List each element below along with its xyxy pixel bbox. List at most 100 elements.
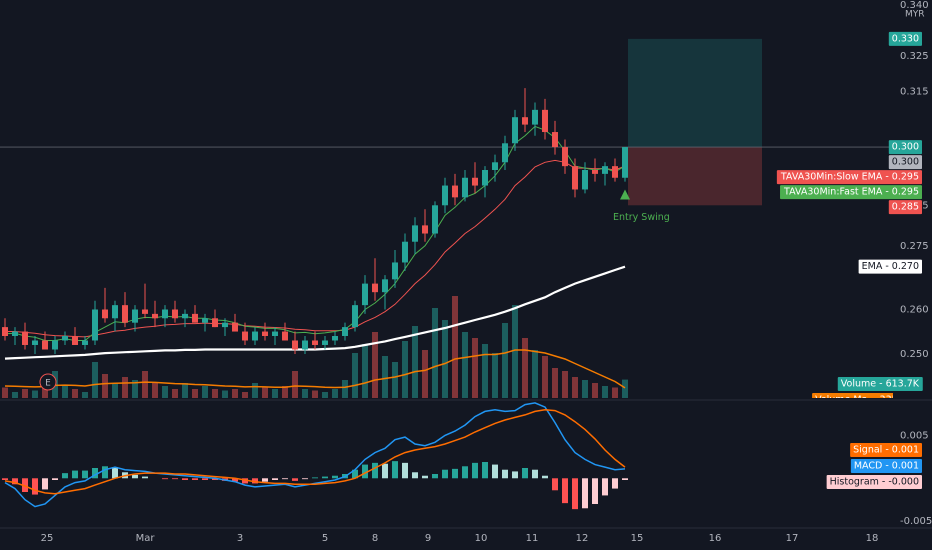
- event-marker-text: E: [45, 379, 51, 389]
- volume-bar: [562, 371, 568, 398]
- x-tick-label: 10: [475, 533, 488, 544]
- histogram-bar: [382, 463, 388, 479]
- histogram-label-box: [826, 475, 922, 489]
- candle-body: [522, 117, 528, 125]
- histogram-bar: [12, 478, 18, 485]
- event-marker: [39, 373, 57, 391]
- x-tick-label: 15: [631, 533, 644, 544]
- candle-body: [622, 147, 628, 178]
- volume-bar: [542, 356, 548, 398]
- histogram-bar: [22, 478, 28, 492]
- price-label-box: [776, 170, 922, 185]
- price-label: TAVA30Min:Fast EMA - 0.295: [783, 187, 919, 198]
- volume-bar: [22, 389, 28, 398]
- candle-body: [612, 166, 618, 178]
- x-tick-label: 16: [709, 533, 722, 544]
- volume-bar: [272, 389, 278, 398]
- candle-body: [502, 143, 508, 163]
- volume-bar: [62, 386, 68, 398]
- volume-bar: [2, 387, 8, 398]
- candle-body: [112, 305, 118, 319]
- histogram-bar: [72, 470, 78, 479]
- macd-pane: [2, 402, 628, 510]
- volume-label: Volume - 613.7K: [841, 379, 920, 390]
- volume-bar: [232, 389, 238, 398]
- y-tick-label: 0.250: [900, 349, 929, 360]
- histogram-bar: [212, 478, 218, 480]
- histogram-bar: [272, 478, 278, 480]
- candle-body: [42, 340, 48, 350]
- histogram-bar: [432, 474, 438, 479]
- candle-body: [332, 336, 338, 341]
- volume-bar: [332, 389, 338, 398]
- volume-bar: [222, 390, 228, 398]
- histogram-bar: [622, 478, 628, 480]
- histogram-bar: [242, 478, 248, 484]
- volume-bar: [432, 308, 438, 398]
- histogram-bar: [162, 478, 168, 480]
- candle-body: [82, 340, 88, 345]
- volume-bar: [212, 389, 218, 398]
- candle-body: [252, 331, 258, 341]
- candle-body: [412, 225, 418, 242]
- candle-body: [592, 170, 598, 174]
- candle-body: [52, 340, 58, 350]
- volume-bar: [452, 296, 458, 398]
- histogram-bar: [102, 466, 108, 479]
- ema-line: [5, 159, 626, 338]
- candle-body: [372, 283, 378, 293]
- volume-bar: [402, 341, 408, 398]
- histogram-bar: [322, 476, 328, 479]
- histogram-bar: [492, 464, 498, 479]
- stop-zone: [628, 147, 762, 206]
- volume-bar: [282, 386, 288, 398]
- price-label-box: [858, 259, 922, 274]
- volume-bar: [92, 362, 98, 398]
- candle-body: [462, 177, 468, 198]
- histogram-bar: [92, 468, 98, 479]
- histogram-bar: [542, 475, 548, 479]
- volume-bar: [192, 389, 198, 398]
- volume-bar: [72, 389, 78, 398]
- volume-bar: [362, 344, 368, 398]
- price-label: 0.300: [892, 142, 919, 153]
- volume-bar: [302, 389, 308, 398]
- volume-bar: [82, 392, 88, 398]
- candle-body: [572, 166, 578, 190]
- volume-bar: [422, 350, 428, 398]
- volume-bar: [492, 353, 498, 398]
- candle-body: [452, 185, 458, 198]
- histogram-bar: [472, 462, 478, 479]
- volume-bar: [572, 377, 578, 398]
- candle-body: [342, 327, 348, 337]
- histogram-bar: [32, 478, 38, 495]
- price-label-box: [888, 31, 922, 46]
- histogram-bar: [42, 478, 48, 490]
- candle-body: [122, 305, 128, 323]
- histogram-bar: [312, 477, 318, 479]
- volume-bar: [582, 380, 588, 398]
- histogram-bar: [482, 462, 488, 479]
- volume-bar: [482, 344, 488, 398]
- volume-bar: [312, 390, 318, 398]
- histogram-bar: [372, 462, 378, 479]
- histogram-bar: [252, 478, 258, 484]
- histogram-bar: [582, 478, 588, 509]
- candle-body: [392, 262, 398, 280]
- currency: MYR: [905, 10, 925, 20]
- candle-body: [322, 340, 328, 345]
- candle-body: [402, 241, 408, 263]
- candle-body: [312, 340, 318, 345]
- candle-body: [602, 166, 608, 174]
- histogram-bar: [182, 478, 188, 480]
- candle-body: [22, 331, 28, 345]
- x-tick-label: 8: [372, 533, 378, 544]
- candle-body: [512, 117, 518, 144]
- volume-bar: [252, 383, 258, 398]
- y-tick-label: 0.315: [900, 87, 929, 98]
- candle-body: [272, 331, 278, 337]
- price-label-box: [888, 155, 922, 170]
- candle-body: [152, 313, 158, 319]
- candle-body: [92, 309, 98, 341]
- candle-body: [142, 309, 148, 314]
